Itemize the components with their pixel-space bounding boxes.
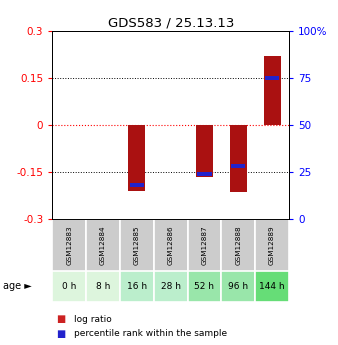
- Bar: [188, 219, 221, 271]
- Bar: [231, 164, 245, 168]
- Text: 144 h: 144 h: [259, 282, 285, 291]
- Text: 0 h: 0 h: [62, 282, 76, 291]
- Text: GSM12889: GSM12889: [269, 225, 275, 265]
- Bar: [52, 219, 86, 271]
- Text: percentile rank within the sample: percentile rank within the sample: [74, 329, 227, 338]
- Bar: [196, 125, 213, 177]
- Text: 52 h: 52 h: [194, 282, 215, 291]
- Title: GDS583 / 25.13.13: GDS583 / 25.13.13: [107, 17, 234, 30]
- Bar: [120, 219, 154, 271]
- Bar: [255, 271, 289, 302]
- Bar: [130, 183, 144, 187]
- Text: ■: ■: [56, 329, 65, 339]
- Text: GSM12886: GSM12886: [168, 225, 174, 265]
- Bar: [230, 125, 247, 193]
- Text: 96 h: 96 h: [228, 282, 248, 291]
- Bar: [128, 125, 145, 191]
- Bar: [188, 271, 221, 302]
- Text: 28 h: 28 h: [161, 282, 181, 291]
- Bar: [86, 271, 120, 302]
- Bar: [86, 219, 120, 271]
- Bar: [120, 271, 154, 302]
- Bar: [154, 219, 188, 271]
- Text: GSM12883: GSM12883: [66, 225, 72, 265]
- Bar: [52, 271, 86, 302]
- Text: 16 h: 16 h: [127, 282, 147, 291]
- Text: ■: ■: [56, 314, 65, 324]
- Bar: [154, 271, 188, 302]
- Text: 8 h: 8 h: [96, 282, 110, 291]
- Bar: [255, 219, 289, 271]
- Bar: [197, 171, 212, 176]
- Bar: [265, 76, 279, 80]
- Bar: [221, 271, 255, 302]
- Text: age ►: age ►: [3, 282, 32, 291]
- Text: GSM12885: GSM12885: [134, 225, 140, 265]
- Text: GSM12884: GSM12884: [100, 225, 106, 265]
- Text: GSM12888: GSM12888: [235, 225, 241, 265]
- Text: GSM12887: GSM12887: [201, 225, 208, 265]
- Bar: [221, 219, 255, 271]
- Bar: [264, 56, 281, 125]
- Text: log ratio: log ratio: [74, 315, 112, 324]
